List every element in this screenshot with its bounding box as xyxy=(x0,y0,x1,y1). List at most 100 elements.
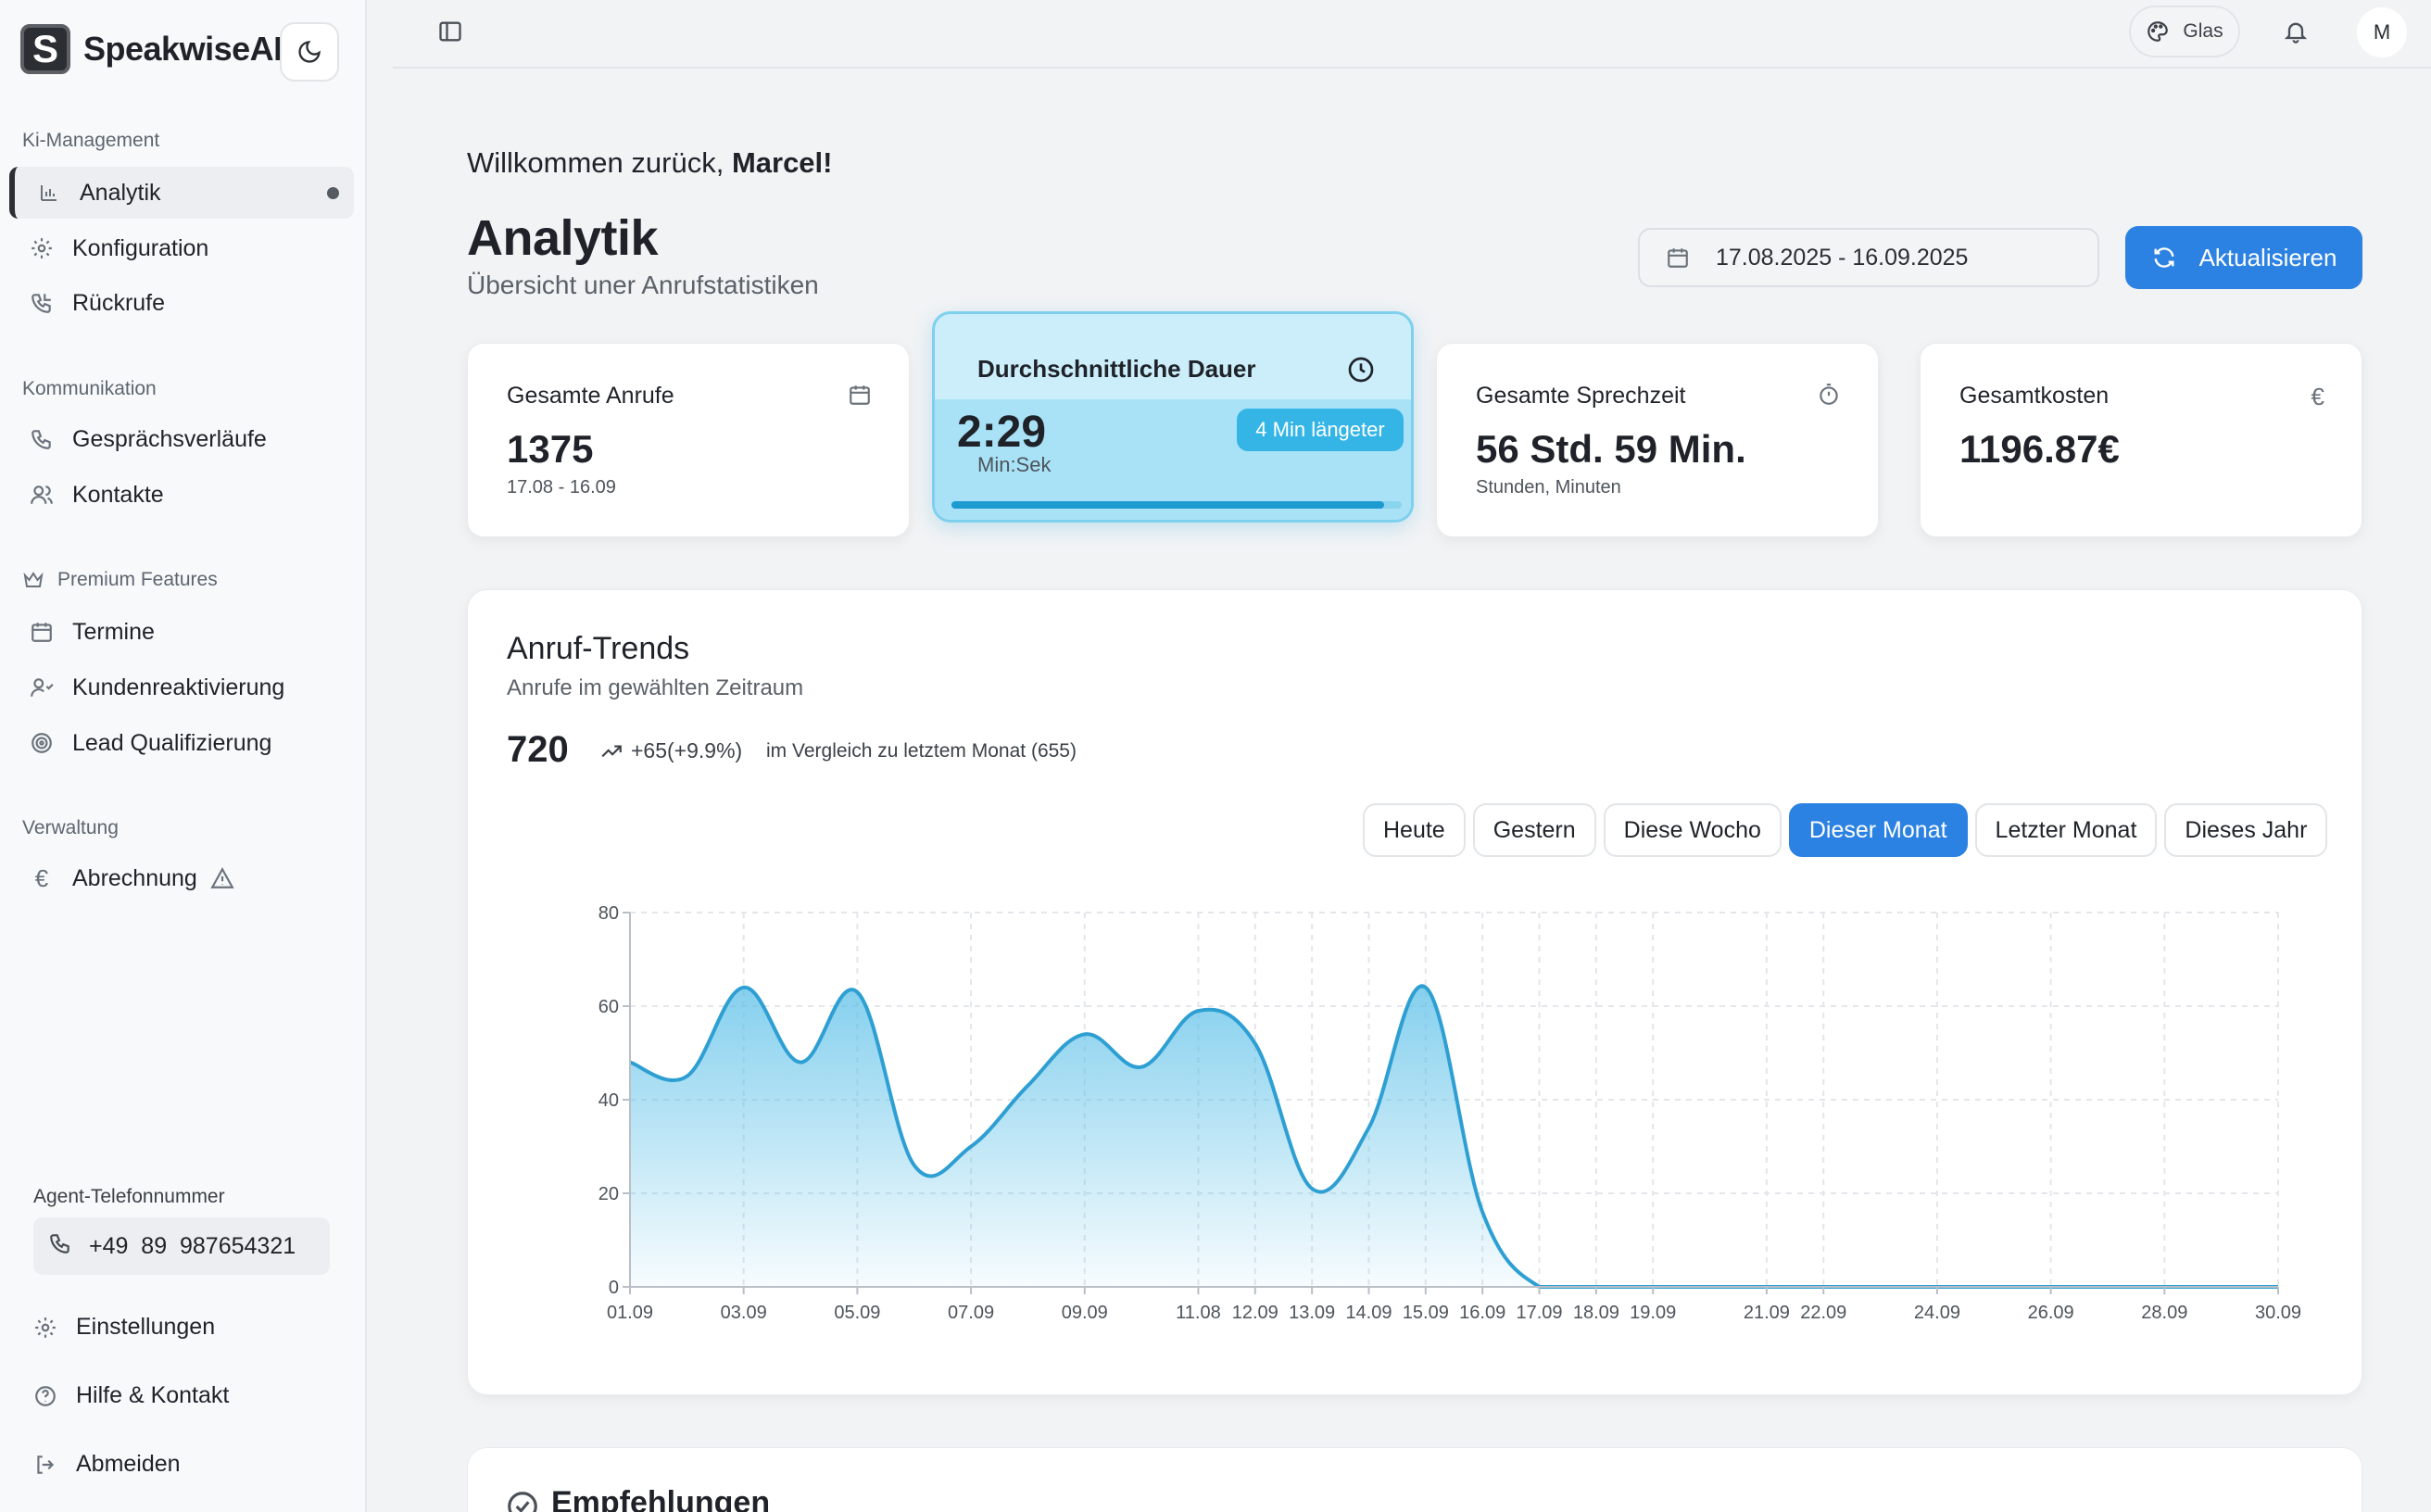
sidebar-item-label: Analytik xyxy=(80,179,161,206)
calendar-icon xyxy=(850,385,870,405)
trends-subtitle: Anrufe im gewählten Zeitraum xyxy=(507,675,804,700)
x-tick-label: 03.09 xyxy=(721,1303,767,1323)
period-tab-heute[interactable]: Heute xyxy=(1363,803,1466,857)
brand[interactable]: S SpeakwiseAI xyxy=(20,24,283,74)
x-tick-label: 22.09 xyxy=(1800,1303,1846,1323)
duration-progress-bar xyxy=(951,501,1402,509)
x-tick-label: 15.09 xyxy=(1403,1303,1449,1323)
phone-icon xyxy=(28,425,56,453)
y-tick-label: 40 xyxy=(598,1090,619,1111)
trends-compare: im Vergleich zu letztem Monat (655) xyxy=(766,740,1077,762)
period-tab-gestern[interactable]: Gestern xyxy=(1472,803,1596,857)
refresh-icon xyxy=(2154,247,2174,268)
section-premium-features: Premium Features xyxy=(22,569,218,591)
user-avatar[interactable]: M xyxy=(2357,7,2407,57)
sidebar-item-konfiguration[interactable]: Konfiguration xyxy=(9,222,354,274)
call-trends-panel: Anruf-Trends Anrufe im gewählten Zeitrau… xyxy=(467,589,2362,1395)
period-tabs: Heute Gestern Diese Wocho Dieser Monat Letzt… xyxy=(1363,803,2335,857)
refresh-button[interactable]: Aktualisieren xyxy=(2125,226,2362,289)
series-area xyxy=(630,986,2278,1287)
crown-icon xyxy=(23,572,44,587)
gear-icon xyxy=(28,234,56,262)
trends-total: 720 xyxy=(507,729,569,770)
x-tick-label: 30.09 xyxy=(2255,1303,2301,1323)
users-icon xyxy=(28,481,56,509)
x-tick-label: 01.09 xyxy=(607,1303,653,1323)
sidebar-item-label: Rückrufe xyxy=(72,289,166,316)
date-range-value: 17.08.2025 - 16.09.2025 xyxy=(1716,244,1969,271)
user-reactivate-icon xyxy=(28,674,56,701)
duration-progress-fill xyxy=(951,501,1384,509)
sidebar-toggle-button[interactable] xyxy=(437,19,463,49)
calendar-icon xyxy=(1668,248,1688,268)
phone-callback-icon xyxy=(28,289,56,317)
card-title: Gesamtkosten xyxy=(1959,383,2110,409)
help-icon xyxy=(33,1384,61,1408)
notifications-button[interactable] xyxy=(2283,19,2309,49)
phone-number: +49 89 987654321 xyxy=(89,1232,296,1259)
section-verwaltung: Verwaltung xyxy=(22,817,119,838)
logout-icon xyxy=(33,1453,61,1477)
welcome-name: Marcel! xyxy=(731,146,833,179)
x-tick-label: 21.09 xyxy=(1744,1303,1790,1323)
page-title: Analytik xyxy=(467,210,659,266)
card-total-calls: Gesamte Anrufe 1375 17.08 - 16.09 xyxy=(467,343,910,537)
card-subtitle: 17.08 - 16.09 xyxy=(507,477,616,498)
x-tick-label: 12.09 xyxy=(1232,1303,1278,1323)
period-tab-diese-wocho[interactable]: Diese Wocho xyxy=(1603,803,1782,857)
card-subtitle: Stunden, Minuten xyxy=(1476,477,1621,498)
x-tick-label: 14.09 xyxy=(1345,1303,1392,1323)
x-tick-label: 18.09 xyxy=(1573,1303,1619,1323)
x-tick-label: 09.09 xyxy=(1062,1303,1108,1323)
sidebar-item-analytik[interactable]: Analytik xyxy=(9,167,354,219)
x-tick-label: 07.09 xyxy=(948,1303,994,1323)
palette-icon xyxy=(2148,21,2169,42)
sidebar-item-kundenreaktivierung[interactable]: Kundenreaktivierung xyxy=(9,662,354,713)
help-link[interactable]: Hilfe & Kontakt xyxy=(33,1382,229,1409)
theme-toggle-button[interactable] xyxy=(280,22,339,82)
clock-icon xyxy=(1348,357,1374,383)
target-icon xyxy=(28,729,56,757)
glass-theme-button[interactable]: Glas xyxy=(2129,6,2240,57)
trends-change: +65(+9.9%) xyxy=(599,738,742,763)
check-circle-icon xyxy=(508,1492,537,1512)
card-total-cost: Gesamtkosten € 1196.87€ xyxy=(1920,343,2362,537)
sidebar-item-label: Kontakte xyxy=(72,481,164,508)
brand-name: SpeakwiseAI xyxy=(83,30,283,68)
moon-icon xyxy=(298,41,321,63)
date-range-picker[interactable]: 17.08.2025 - 16.09.2025 xyxy=(1638,228,2099,287)
sidebar-item-rueckrufe[interactable]: Rückrufe xyxy=(9,277,354,329)
card-value: 2:29 xyxy=(957,408,1047,457)
recommendations-panel: Empfehlungen xyxy=(467,1447,2362,1512)
period-tab-letzter-monat[interactable]: Letzter Monat xyxy=(1974,803,2158,857)
agent-phone-number[interactable]: +49 89 987654321 xyxy=(33,1217,330,1275)
trends-title: Anruf-Trends xyxy=(507,631,690,666)
sidebar-item-label: Termine xyxy=(72,618,155,645)
x-tick-label: 19.09 xyxy=(1630,1303,1676,1323)
call-trends-chart: 0 20 40 60 80 01.09 03.09 05.09 07.09 09.09 11.08 1… xyxy=(598,903,2301,1323)
card-average-duration: Durchschnittliche Dauer 2:29 Min:Sek 4 M… xyxy=(932,311,1414,523)
help-label: Hilfe & Kontakt xyxy=(76,1382,230,1408)
sidebar-item-gespraechsverlaeufe[interactable]: Gesprächsverläufe xyxy=(9,413,354,465)
period-tab-dieser-monat[interactable]: Dieser Monat xyxy=(1788,803,1968,857)
sidebar-item-kontakte[interactable]: Kontakte xyxy=(9,469,354,521)
sidebar: S SpeakwiseAI Ki-Management Analytik Kon… xyxy=(0,0,367,1512)
sidebar-item-label: Konfiguration xyxy=(72,234,209,261)
topbar: Glas M xyxy=(393,0,2431,69)
page-subtitle: Übersicht uner Anrufstatistiken xyxy=(467,271,819,299)
period-tab-dieses-jahr[interactable]: Dieses Jahr xyxy=(2164,803,2328,857)
sidebar-item-abrechnung[interactable]: € Abrechnung xyxy=(9,852,354,904)
x-tick-label: 05.09 xyxy=(834,1303,880,1323)
section-ki-management: Ki-Management xyxy=(22,130,160,151)
card-value: 1196.87€ xyxy=(1959,427,2120,471)
card-value: 56 Std. 59 Min. xyxy=(1476,427,1746,471)
logout-link[interactable]: Abmeiden xyxy=(33,1451,181,1478)
settings-link[interactable]: Einstellungen xyxy=(33,1314,215,1341)
gear-icon xyxy=(33,1316,61,1340)
sidebar-item-label: Kundenreaktivierung xyxy=(72,674,285,700)
sidebar-item-lead-qualifizierung[interactable]: Lead Qualifizierung xyxy=(9,717,354,769)
sidebar-item-termine[interactable]: Termine xyxy=(9,606,354,658)
trends-change-value: +65(+9.9%) xyxy=(631,738,743,762)
card-title: Gesamte Sprechzeit xyxy=(1476,383,1686,409)
y-tick-label: 80 xyxy=(598,903,619,924)
